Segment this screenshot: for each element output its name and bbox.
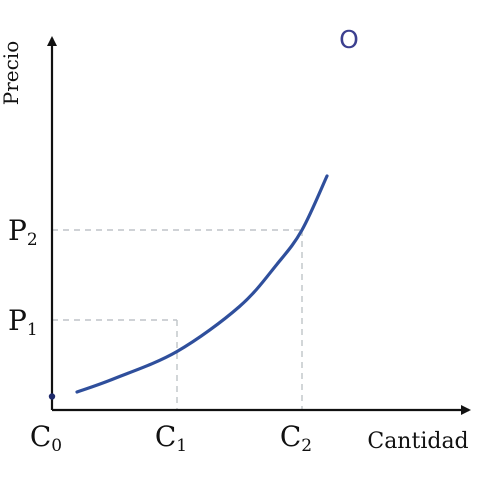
y-axis-label: Precio	[0, 41, 23, 106]
x-tick-labels: C0 C1 C2	[30, 420, 312, 456]
x-tick-label-1: C1	[155, 420, 187, 456]
y-tick-labels: P1 P2	[8, 214, 38, 340]
supply-curve-line	[75, 174, 329, 394]
y-tick-label-1: P1	[8, 304, 38, 340]
start-point-marker	[48, 393, 56, 400]
y-tick-label-2: P2	[8, 214, 38, 250]
series-label-o: O	[339, 25, 359, 54]
x-tick-label-0: C0	[30, 420, 62, 456]
x-axis-label: Cantidad	[367, 429, 468, 454]
x-tick-label-2: C2	[280, 420, 312, 456]
guide-lines	[52, 229, 303, 410]
